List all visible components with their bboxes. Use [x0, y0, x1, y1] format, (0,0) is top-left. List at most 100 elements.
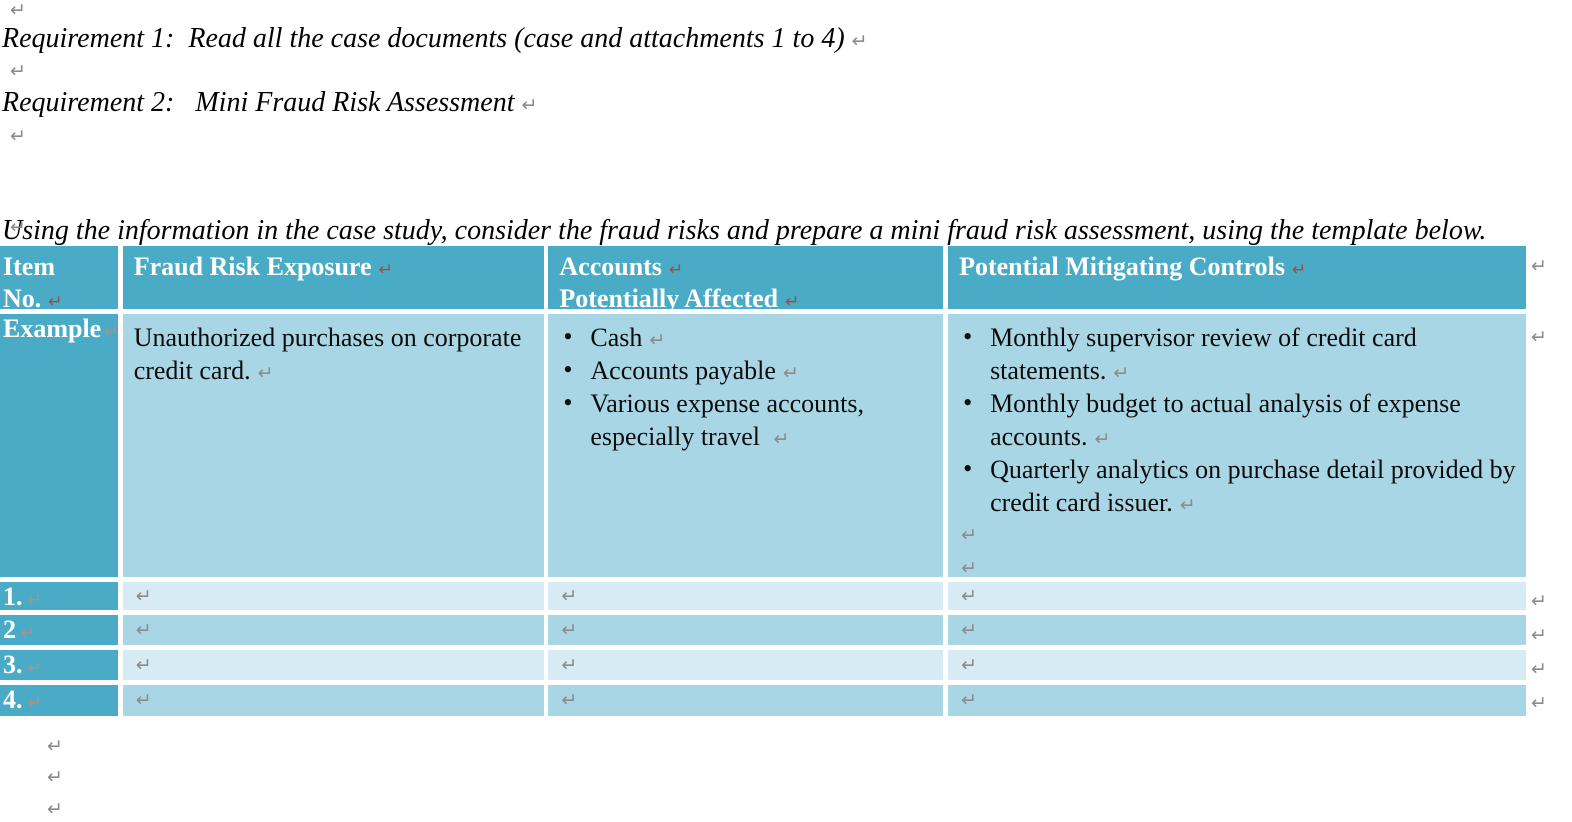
paragraph-mark-icon: ↵ [27, 590, 42, 610]
empty-cell: ↵ [122, 685, 544, 716]
paragraph-mark-icon: ↵ [561, 584, 578, 607]
empty-cell: ↵ [122, 582, 544, 610]
header-cell-item-no: Item No. ↵ [0, 246, 118, 309]
paragraph-mark-icon: ↵ [21, 623, 36, 643]
paragraph-mark-icon: ↵ [135, 618, 152, 641]
paragraph-mark-icon: ↵ [47, 798, 63, 820]
paragraph-mark-icon: ↵ [27, 658, 42, 678]
instructions-line-1: Using the information in the case study,… [2, 215, 1487, 246]
bullet-icon: • [963, 388, 973, 417]
paragraph-mark-icon: ↵ [521, 94, 538, 116]
row-label-text: 1. [3, 582, 23, 611]
paragraph-mark-icon: ↵ [785, 292, 800, 310]
paragraph-mark-icon: ↵ [10, 216, 26, 238]
paragraph-mark-icon: ↵ [10, 125, 26, 147]
account-item-text: Various expense accounts, especially tra… [590, 389, 865, 451]
header-fraud-risk-text: Fraud Risk Exposure [133, 252, 372, 281]
list-item: • Various expense accounts, especially tr… [559, 387, 935, 453]
account-item-text: Cash [590, 323, 643, 352]
row-label-cell: 2 ↵ [0, 615, 118, 645]
row-label-text: 4. [3, 685, 23, 714]
list-item: • Cash ↵ [559, 321, 935, 354]
header-controls-text: Potential Mitigating Controls [959, 252, 1286, 281]
header-accounts-text-2: Potentially Affected [559, 284, 779, 309]
paragraph-mark-icon: ↵ [561, 653, 578, 676]
empty-cell: ↵ [948, 582, 1527, 610]
paragraph-mark-icon: ↵ [47, 766, 63, 788]
paragraph-mark-icon: ↵ [135, 689, 152, 711]
paragraph-mark-icon: ↵ [48, 292, 63, 310]
paragraph-mark-icon: ↵ [561, 689, 578, 711]
paragraph-mark-icon: ↵ [1531, 590, 1547, 612]
example-fraud-risk-cell: Unauthorized purchases on corporate cred… [122, 314, 544, 577]
account-item-text: Accounts payable [590, 356, 776, 385]
empty-cell: ↵ [122, 650, 544, 680]
empty-cell: ↵ [548, 650, 944, 680]
paragraph-mark-icon: ↵ [961, 618, 977, 641]
paragraph-mark-icon: ↵ [961, 524, 977, 546]
empty-cell: ↵ [548, 582, 944, 610]
paragraph-mark-icon: ↵ [1531, 658, 1547, 680]
paragraph-mark-icon: ↵ [961, 584, 977, 607]
paragraph-mark-icon: ↵ [1531, 255, 1547, 277]
paragraph-mark-icon: ↵ [1094, 428, 1111, 450]
row-label-cell: 4. ↵ [0, 685, 118, 716]
list-item: • Monthly budget to actual analysis of ex… [959, 387, 1518, 453]
paragraph-mark-icon: ↵ [135, 584, 152, 607]
row-label-cell: 1. ↵ [0, 582, 118, 610]
paragraph-mark-icon: ↵ [1531, 624, 1547, 646]
empty-cell: ↵ [548, 615, 944, 645]
requirement-2-line: Requirement 2: Mini Fraud Risk Assessmen… [2, 86, 537, 119]
example-accounts-cell: • Cash ↵ • Accounts payable ↵ • Various expen… [548, 314, 944, 577]
requirement-1-text: Requirement 1: Read all the case documen… [2, 23, 845, 54]
row-label-text: 2 [3, 615, 16, 644]
requirement-1-line: Requirement 1: Read all the case documen… [2, 22, 868, 55]
header-cell-fraud-risk: Fraud Risk Exposure ↵ [122, 246, 544, 309]
paragraph-mark-icon: ↵ [961, 557, 977, 578]
paragraph-mark-icon: ↵ [851, 30, 868, 52]
fraud-risk-assessment-table: Item No. ↵ Fraud Risk Exposure ↵ Accounts ↵… [0, 246, 1527, 716]
bullet-icon: • [963, 454, 973, 483]
header-accounts-text-1: Accounts [559, 252, 662, 281]
paragraph-mark-icon: ↵ [1113, 362, 1130, 384]
control-item-text: Quarterly analytics on purchase detail p… [990, 455, 1516, 517]
header-accounts-line-2: Potentially Affected ↵ [559, 283, 939, 309]
empty-cell: ↵ [948, 685, 1527, 716]
paragraph-mark-icon: ↵ [378, 260, 393, 280]
list-item: • Quarterly analytics on purchase detail … [959, 453, 1518, 519]
paragraph-mark-icon: ↵ [561, 618, 578, 641]
header-cell-accounts: Accounts ↵ Potentially Affected ↵ [548, 246, 944, 309]
requirement-2-text: Requirement 2: Mini Fraud Risk Assessmen… [2, 87, 515, 118]
list-item: • Monthly supervisor review of credit car… [959, 321, 1518, 387]
paragraph-mark-icon: ↵ [47, 735, 63, 757]
bullet-icon: • [563, 322, 573, 351]
paragraph-mark-icon: ↵ [773, 428, 790, 450]
paragraph-mark-icon: ↵ [649, 329, 666, 351]
paragraph-mark-icon: ↵ [782, 362, 799, 384]
paragraph-mark-icon: ↵ [257, 362, 274, 384]
control-item-text: Monthly supervisor review of credit card… [990, 323, 1417, 385]
example-controls-cell: • Monthly supervisor review of credit car… [948, 314, 1527, 578]
row-label-cell: 3. ↵ [0, 650, 118, 680]
bullet-icon: • [563, 388, 573, 417]
header-accounts-line-1: Accounts ↵ [559, 251, 939, 283]
paragraph-mark-icon: ↵ [961, 689, 977, 711]
control-item-text: Monthly budget to actual analysis of exp… [990, 389, 1461, 451]
example-label-text: Example [3, 314, 102, 343]
empty-paragraph: ↵ [959, 552, 1518, 578]
paragraph-mark-icon: ↵ [10, 60, 26, 82]
empty-cell: ↵ [548, 685, 944, 716]
empty-cell: ↵ [948, 650, 1527, 680]
row-label-text: 3. [3, 650, 23, 679]
bullet-icon: • [963, 322, 973, 351]
paragraph-mark-icon: ↵ [1531, 326, 1547, 348]
empty-cell: ↵ [122, 615, 544, 645]
paragraph-mark-icon: ↵ [104, 322, 118, 342]
bullet-icon: • [563, 355, 573, 384]
paragraph-mark-icon: ↵ [27, 693, 42, 713]
paragraph-mark-icon: ↵ [10, 0, 26, 21]
paragraph-mark-icon: ↵ [1292, 260, 1307, 280]
header-item-no-text: Item No. [3, 252, 55, 309]
empty-paragraph: ↵ [959, 519, 1518, 552]
list-item: • Accounts payable ↵ [559, 354, 935, 387]
